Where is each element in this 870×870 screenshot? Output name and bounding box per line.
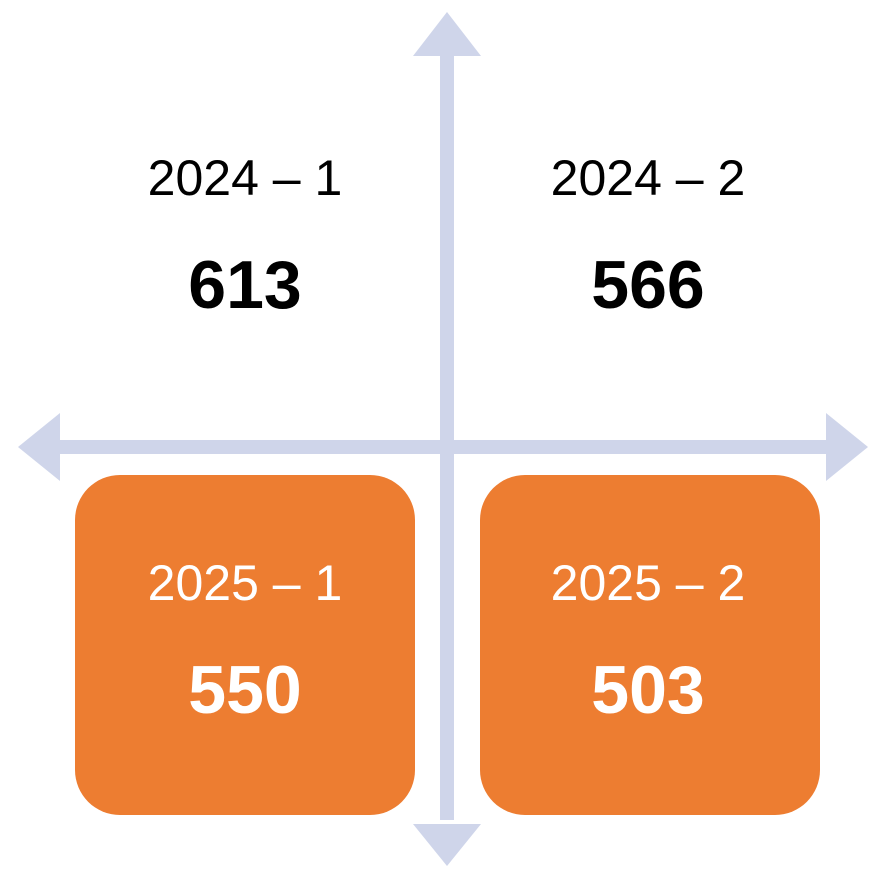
quadrant-label: 2025 – 2 — [551, 555, 746, 611]
quadrant-box — [480, 475, 820, 815]
arrow-right — [826, 413, 868, 481]
quadrant-value: 613 — [188, 247, 301, 323]
quadrant-label: 2024 – 1 — [148, 150, 343, 206]
quadrant-value: 503 — [591, 652, 704, 728]
axes — [18, 12, 868, 866]
vertical-axis — [440, 50, 454, 820]
quadrant-value: 566 — [591, 247, 704, 323]
arrow-left — [18, 413, 60, 481]
quadrant-box — [75, 475, 415, 815]
arrow-down — [413, 824, 481, 866]
horizontal-axis — [55, 440, 830, 454]
arrow-up — [413, 12, 481, 56]
quadrant-value: 550 — [188, 652, 301, 728]
quadrant-label: 2025 – 1 — [148, 555, 343, 611]
quadrant-label: 2024 – 2 — [551, 150, 746, 206]
